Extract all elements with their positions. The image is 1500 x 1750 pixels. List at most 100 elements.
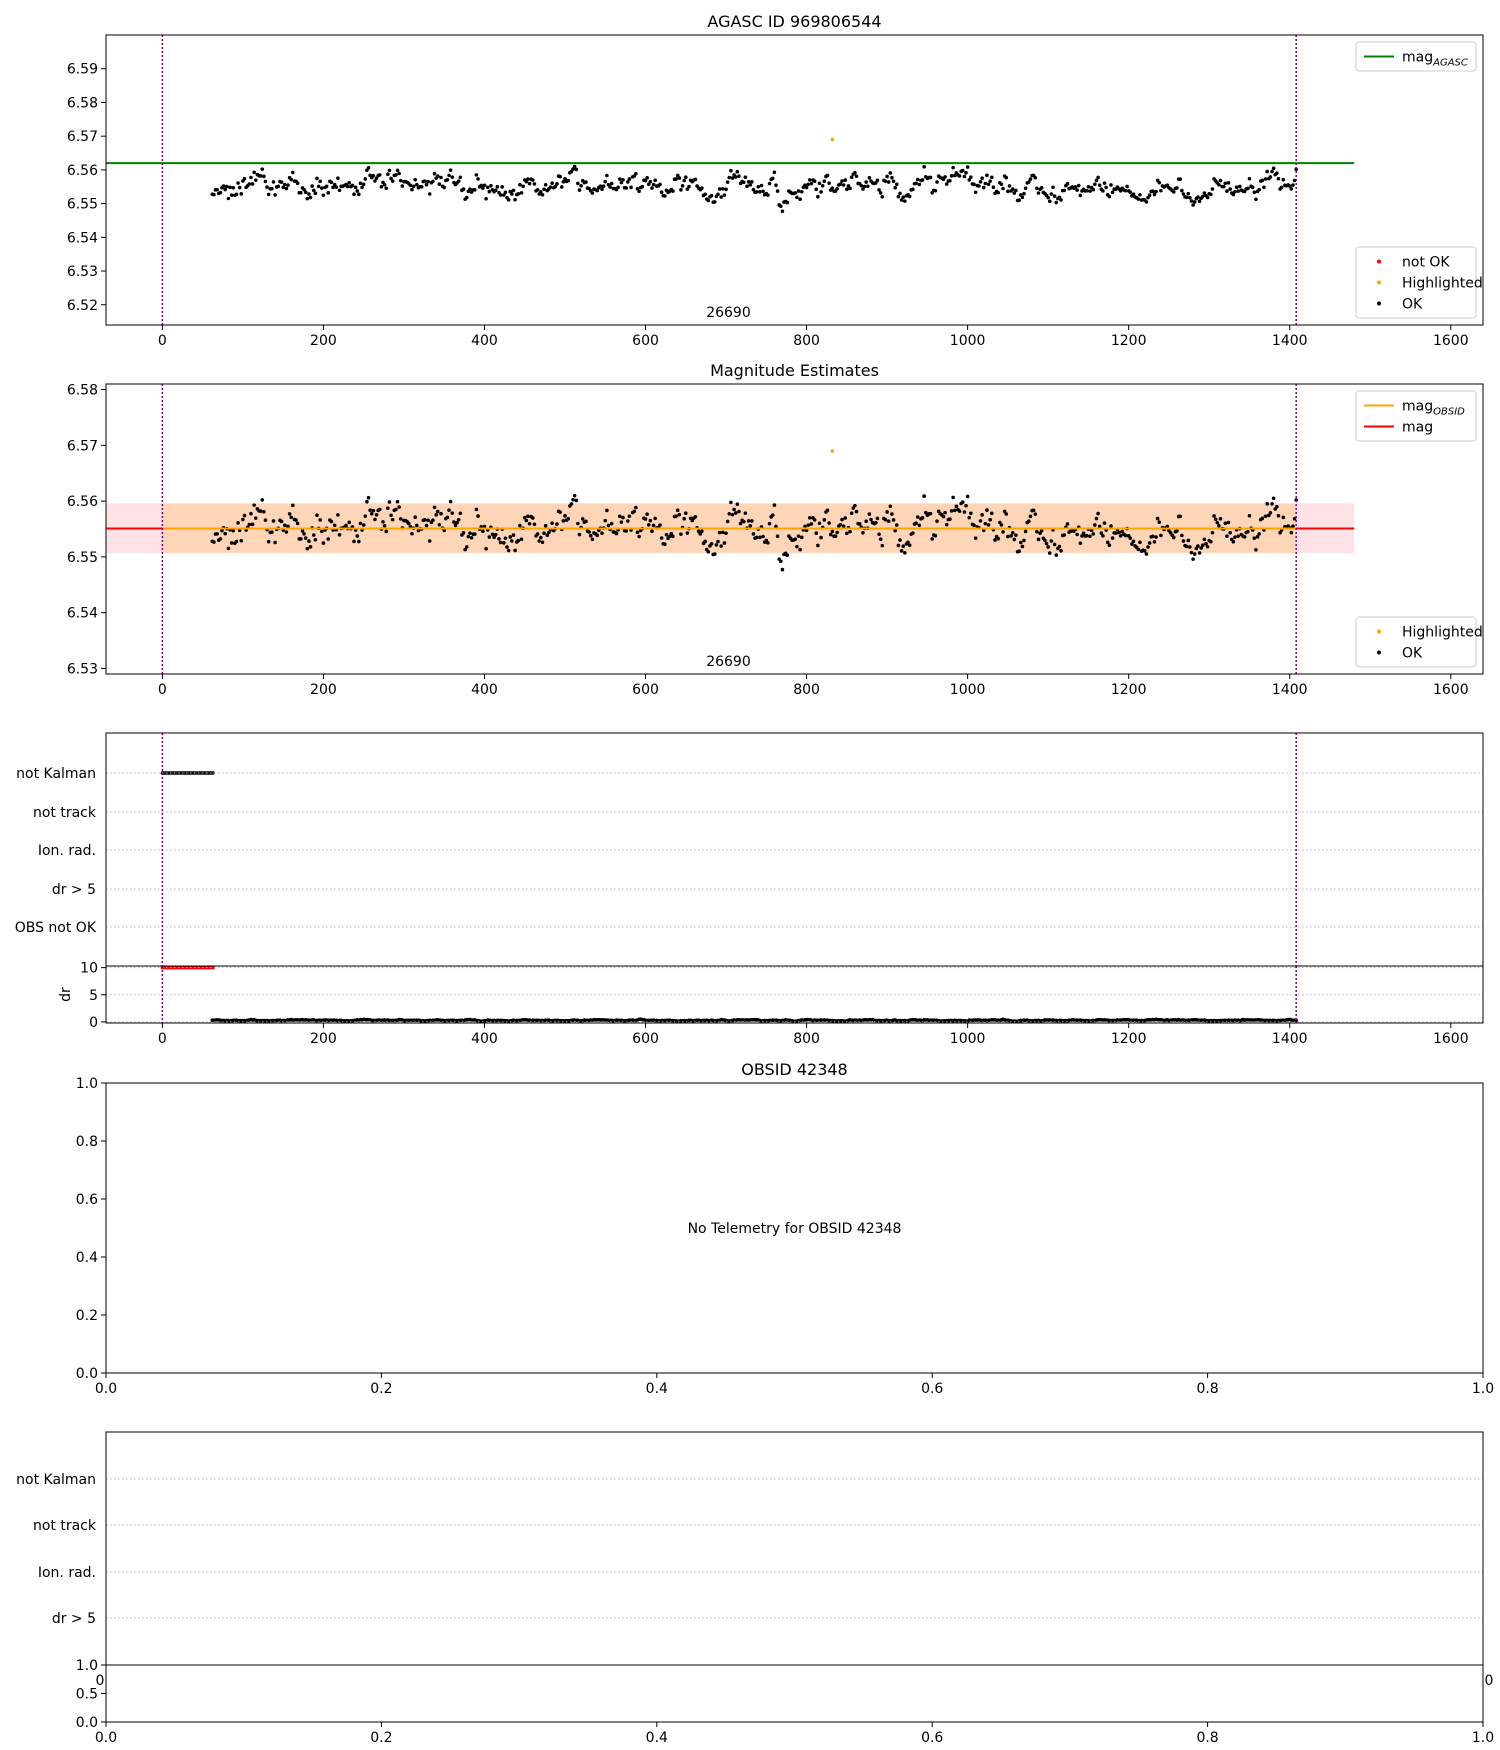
y-tick-label: 6.56: [67, 494, 98, 510]
data-point: [1159, 533, 1163, 538]
data-point: [965, 165, 970, 169]
data-point: [827, 181, 831, 185]
data-point: [336, 176, 340, 181]
data-point: [547, 530, 551, 535]
data-point: [965, 494, 970, 499]
data-point: [456, 179, 461, 183]
data-point: [640, 184, 645, 189]
data-point: [423, 517, 427, 522]
data-point: [389, 176, 393, 181]
x-tick-label: 1.0: [1472, 1381, 1494, 1397]
data-point: [563, 176, 567, 181]
data-point: [706, 198, 711, 203]
data-point: [508, 535, 513, 539]
data-point: [1059, 198, 1063, 202]
data-point: [286, 183, 290, 187]
data-point: [1078, 541, 1083, 546]
data-point: [1242, 535, 1247, 539]
data-point: [1192, 552, 1197, 556]
data-point: [1147, 541, 1152, 545]
category-label: dr > 5: [52, 1611, 96, 1627]
data-point: [374, 513, 379, 517]
data-point: [1205, 544, 1210, 549]
data-point: [799, 189, 804, 194]
data-point: [448, 499, 453, 504]
data-point: [1123, 188, 1128, 193]
data-point: [1014, 188, 1018, 193]
data-point: [566, 178, 571, 183]
data-point: [366, 495, 371, 500]
data-point: [1104, 185, 1108, 190]
data-point: [864, 180, 868, 184]
y-tick-label: 6.53: [67, 661, 98, 677]
data-point: [1138, 192, 1142, 197]
data-point: [408, 183, 413, 188]
data-point: [503, 190, 508, 195]
legend-label: OK: [1402, 297, 1423, 313]
data-point: [600, 187, 604, 192]
data-point: [387, 168, 392, 173]
data-point: [390, 179, 395, 183]
data-point: [643, 517, 648, 521]
data-point: [373, 179, 377, 183]
data-point: [1268, 510, 1273, 515]
data-point: [729, 168, 733, 173]
data-point: [426, 179, 430, 184]
data-point: [571, 497, 575, 502]
data-point: [561, 519, 566, 523]
data-point: [490, 532, 495, 537]
data-point: [518, 523, 522, 528]
data-point: [840, 517, 844, 522]
data-point: [1093, 523, 1097, 527]
data-point: [804, 185, 809, 190]
data-point: [310, 184, 314, 188]
data-point: [899, 198, 904, 202]
data-point: [770, 176, 775, 181]
data-point: [983, 181, 988, 186]
data-point: [321, 541, 326, 545]
data-point: [978, 519, 983, 523]
data-point: [539, 190, 543, 194]
data-point: [305, 546, 310, 551]
data-point: [1107, 194, 1112, 199]
data-point: [1246, 529, 1250, 534]
data-point: [903, 551, 907, 555]
data-point: [1165, 524, 1170, 529]
data-point: [1046, 545, 1050, 549]
data-point: [911, 531, 915, 535]
y-tick-label: 6.54: [67, 606, 98, 622]
overlap-tick-label: 0: [96, 1673, 105, 1689]
data-point: [961, 168, 965, 173]
data-point: [746, 180, 751, 184]
x-tick-label: 1200: [1111, 1031, 1147, 1047]
data-point: [1275, 504, 1279, 509]
x-tick-label: 600: [632, 682, 659, 698]
data-point: [249, 511, 253, 516]
data-point: [973, 190, 978, 195]
data-point: [725, 519, 730, 524]
data-point: [590, 537, 595, 542]
data-point: [215, 187, 219, 192]
data-point: [577, 188, 582, 192]
data-point: [906, 540, 910, 545]
data-point: [605, 173, 609, 178]
data-point: [878, 537, 883, 542]
data-point: [324, 184, 329, 189]
data-point: [1091, 187, 1096, 192]
data-point: [489, 183, 493, 188]
data-point: [911, 187, 915, 192]
data-point: [252, 503, 256, 507]
data-point: [236, 181, 240, 185]
legend-label: not OK: [1402, 255, 1450, 271]
data-point: [981, 185, 986, 190]
data-point: [212, 540, 216, 544]
y-tick-label: 6.54: [67, 230, 98, 246]
data-point: [712, 200, 717, 204]
data-point: [518, 182, 522, 187]
data-point: [263, 179, 268, 184]
data-point: [1189, 199, 1194, 203]
data-point: [898, 538, 902, 542]
data-point: [474, 507, 479, 512]
data-point: [1281, 177, 1286, 182]
data-point: [880, 543, 885, 548]
